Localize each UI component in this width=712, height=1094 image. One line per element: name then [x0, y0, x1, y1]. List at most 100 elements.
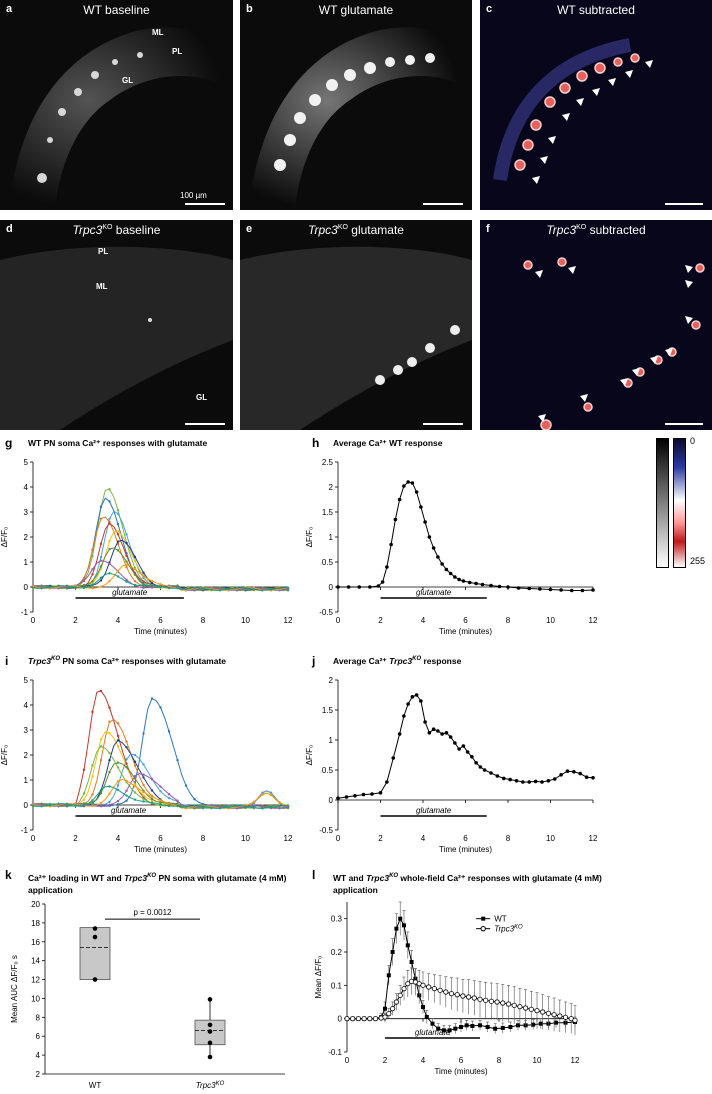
colorbar-min-label: 0	[690, 436, 696, 446]
data-point	[261, 805, 264, 808]
chart-letter-h: h	[312, 436, 320, 450]
data-point	[108, 500, 111, 503]
data-point	[453, 1026, 458, 1031]
x-tick-label: 8	[497, 1056, 502, 1065]
gene-sup: KO	[576, 224, 587, 231]
data-point	[125, 766, 128, 769]
data-point	[440, 732, 444, 736]
x-tick-label: 4	[116, 616, 121, 625]
data-point	[92, 977, 98, 982]
data-point	[405, 981, 411, 987]
scale-bar-label: 100 µm	[180, 191, 207, 200]
data-point	[201, 805, 205, 808]
data-point	[405, 943, 410, 948]
data-point	[419, 505, 423, 509]
data-point	[218, 589, 222, 592]
y-tick-label: 0	[24, 583, 29, 592]
data-point	[150, 801, 154, 804]
data-point	[261, 589, 264, 592]
glutamate-label: glutamate	[111, 806, 147, 815]
data-point	[207, 1040, 213, 1046]
data-point	[167, 793, 171, 796]
y-axis-label: Mean AUC ΔF/F₀ s	[10, 955, 19, 1023]
chart-letter-g: g	[5, 436, 13, 450]
y-tick-label: -0.5	[319, 608, 333, 617]
data-point	[133, 555, 137, 559]
x-tick-label: 2	[378, 616, 383, 625]
data-point	[150, 795, 154, 798]
y-axis-label: ΔF/F₀	[0, 527, 9, 548]
y-axis-label: ΔF/F₀	[0, 745, 9, 766]
data-point	[99, 555, 103, 559]
data-point	[453, 741, 457, 745]
panel-a-micrograph	[10, 27, 233, 210]
data-point	[108, 759, 111, 762]
data-point	[74, 804, 77, 807]
y-tick-label: -1	[21, 826, 29, 835]
data-point	[108, 580, 111, 583]
data-point	[447, 1028, 452, 1033]
data-point	[457, 747, 461, 751]
data-point	[559, 773, 563, 777]
scale-bar	[423, 203, 463, 205]
data-point	[142, 584, 145, 587]
y-tick-label: 0.5	[322, 558, 334, 567]
data-point	[465, 750, 470, 754]
data-point	[286, 586, 290, 590]
y-tick-label: 0.1	[331, 981, 343, 990]
data-point	[116, 575, 120, 578]
data-point	[142, 794, 145, 797]
data-point	[493, 1026, 498, 1031]
data-point	[91, 573, 94, 576]
data-point	[278, 804, 281, 808]
p-value-label: p = 0.0012	[133, 908, 172, 917]
x-tick-label: 4	[421, 1056, 426, 1065]
x-tick-label: 12	[589, 616, 598, 625]
data-point	[533, 779, 538, 784]
legend-marker-square	[481, 916, 486, 921]
data-point	[431, 727, 436, 731]
series-line	[32, 718, 289, 809]
data-point	[410, 481, 415, 485]
data-point	[201, 802, 205, 806]
x-tick-label: 2	[73, 834, 78, 843]
chart-title-g: WT PN soma Ca²⁺ responses with glutamate	[28, 438, 208, 448]
data-point	[99, 738, 103, 741]
y-tick-label: 0	[329, 583, 334, 592]
x-tick-label: 6	[459, 1056, 464, 1065]
x-axis-label: Time (minutes)	[439, 627, 492, 636]
panel-letter: e	[246, 223, 253, 235]
x-tick-label: 12	[284, 616, 293, 625]
series-line	[32, 516, 289, 591]
data-point	[108, 720, 111, 723]
data-point	[414, 693, 419, 697]
data-point	[176, 804, 179, 808]
data-point	[370, 792, 374, 796]
data-point	[108, 770, 111, 774]
data-point	[336, 796, 340, 800]
data-point	[572, 770, 576, 774]
data-point	[159, 803, 162, 806]
data-point	[402, 714, 406, 718]
category-label-ko: Trpc3KO	[196, 1081, 225, 1090]
data-point	[142, 576, 145, 580]
glutamate-label: glutamate	[416, 588, 452, 597]
data-point	[125, 799, 128, 802]
data-point	[176, 799, 179, 802]
data-point	[410, 695, 415, 699]
y-tick-label: -0.5	[319, 826, 333, 835]
data-point	[562, 1014, 569, 1020]
data-point	[184, 805, 188, 808]
data-point	[207, 1029, 213, 1034]
data-point	[92, 934, 98, 940]
data-point	[436, 1026, 441, 1031]
data-point	[142, 732, 145, 735]
data-point	[531, 1022, 536, 1027]
data-point	[474, 761, 478, 765]
data-point	[159, 585, 162, 588]
data-point	[261, 807, 264, 810]
data-point	[336, 585, 340, 589]
data-point	[159, 582, 162, 586]
data-point	[591, 588, 595, 592]
